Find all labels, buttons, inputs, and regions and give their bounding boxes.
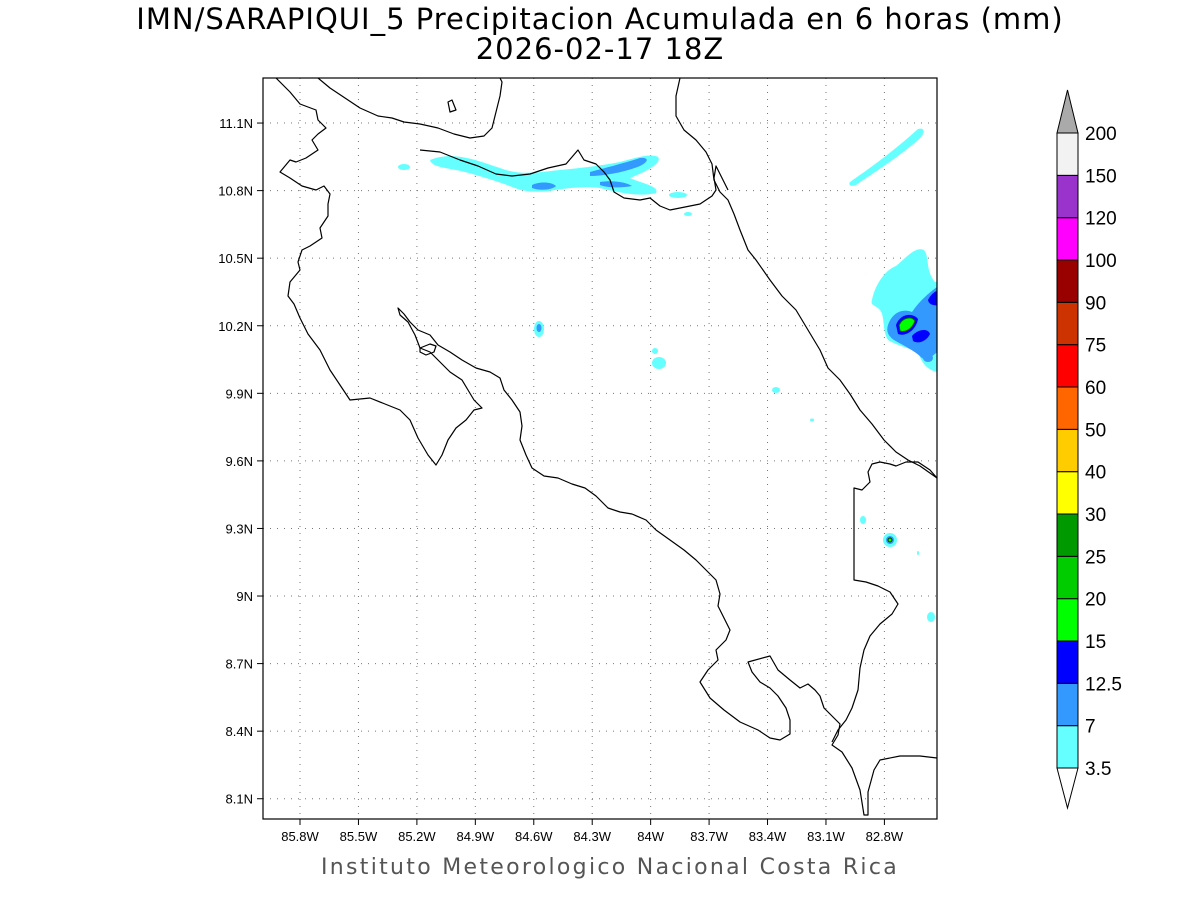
- colorbar-swatch: [1056, 471, 1079, 515]
- y-tick-label: 8.1N: [226, 792, 253, 807]
- lake-nicaragua-shore: [317, 78, 503, 139]
- colorbar-swatch: [1056, 428, 1079, 473]
- x-tick-label: 82.8W: [866, 829, 904, 844]
- colorbar-under-arrow: [1056, 767, 1079, 810]
- y-tick-label: 10.5N: [218, 251, 253, 266]
- colorbar-swatch: [1056, 598, 1079, 642]
- caribbean-coast-north: [675, 78, 937, 479]
- colorbar-label: 100: [1085, 251, 1117, 272]
- colorbar-legend: 3.5 7 12.5 15 20 25 30 40 50 60 75 90 100 120 150 200: [1056, 89, 1122, 810]
- colorbar-swatch: [1056, 386, 1079, 430]
- precip-area-small: [669, 192, 687, 198]
- precip-area-small: [652, 348, 658, 354]
- colorbar-label: 200: [1085, 124, 1117, 145]
- colorbar-swatch: [1056, 301, 1079, 346]
- panama-bocas-coast: [831, 461, 937, 743]
- x-axis: 85.8W 85.5W 85.2W 84.9W 84.6W 84.3W 84W 83.7W 83…: [281, 819, 904, 844]
- precip-area-small: [810, 418, 814, 422]
- y-tick-label: 9.3N: [226, 521, 253, 536]
- x-tick-label: 85.2W: [398, 829, 436, 844]
- map-subtitle-datetime: 2026-02-17 18Z: [475, 32, 725, 66]
- x-tick-label: 83.1W: [807, 829, 845, 844]
- colorbar-label: 90: [1085, 293, 1106, 314]
- colorbar-swatch: [1056, 344, 1079, 388]
- map-frame: [262, 77, 938, 820]
- nicaragua-coastline: [275, 78, 937, 816]
- precip-area-caribbean-coast-heavy-2: [912, 330, 930, 343]
- colorbar-swatch: [1056, 259, 1079, 303]
- precipitation-field: [398, 128, 937, 622]
- precip-area-caribbean-coast-heavy-3: [928, 290, 937, 306]
- x-tick-label: 85.5W: [340, 829, 378, 844]
- colorbar-label: 120: [1085, 209, 1117, 230]
- x-tick-label: 85.8W: [281, 829, 319, 844]
- y-tick-label: 8.4N: [226, 724, 253, 739]
- colorbar-label: 20: [1085, 590, 1106, 611]
- y-tick-label: 10.2N: [218, 319, 253, 334]
- y-tick-label: 11.1N: [219, 116, 253, 131]
- colorbar-swatch: [1056, 132, 1079, 176]
- y-axis: 11.1N 10.8N 10.5N 10.2N 9.9N 9.6N 9.3N 9N 8.7N 8.…: [218, 116, 263, 807]
- x-tick-label: 83.7W: [690, 829, 728, 844]
- map-title: IMN/SARAPIQUI_5 Precipitacion Acumulada …: [136, 2, 1064, 36]
- colorbar-label: 25: [1085, 547, 1106, 568]
- colorbar-label: 30: [1085, 505, 1106, 526]
- precip-area-small: [917, 551, 919, 555]
- y-tick-label: 9.6N: [226, 454, 253, 469]
- precip-area-small: [536, 324, 542, 332]
- lake-island: [447, 99, 457, 113]
- colorbar-swatch: [1056, 217, 1079, 261]
- precip-area-small: [923, 354, 933, 362]
- y-tick-label: 9.9N: [226, 386, 253, 401]
- map-grid: [263, 78, 937, 819]
- colorbar-label: 60: [1085, 378, 1106, 399]
- colorbar-over-arrow: [1056, 89, 1079, 134]
- colorbar-label: 12.5: [1085, 674, 1122, 695]
- y-tick-label: 8.7N: [226, 657, 253, 672]
- x-tick-label: 84.9W: [457, 829, 495, 844]
- y-tick-label: 10.8N: [218, 184, 253, 199]
- colorbar-label: 3.5: [1085, 759, 1111, 780]
- colorbar-swatch: [1056, 513, 1079, 557]
- precip-area-small: [927, 612, 935, 622]
- precip-area-north-band-core-mid: [600, 181, 632, 188]
- precip-area-small: [398, 164, 410, 170]
- precip-area-small: [652, 357, 666, 369]
- colorbar-swatch: [1056, 640, 1079, 684]
- precip-area-caribbean-streak: [849, 128, 924, 186]
- precip-area-small: [860, 516, 866, 524]
- colorbar-swatch: [1056, 725, 1079, 769]
- x-tick-label: 84.6W: [515, 829, 553, 844]
- x-tick-label: 84W: [637, 829, 664, 844]
- precip-area-small: [684, 212, 692, 216]
- gulf-island: [419, 343, 437, 356]
- map-footer-credit: Instituto Meteorologico Nacional Costa R…: [320, 855, 900, 880]
- y-tick-label: 9N: [236, 589, 253, 604]
- colorbar-label: 150: [1085, 166, 1117, 187]
- colorbar-label: 50: [1085, 420, 1106, 441]
- x-tick-label: 83.4W: [749, 829, 787, 844]
- precip-area-caribbean-coast-max: [898, 317, 916, 332]
- precip-area-small: [887, 537, 893, 543]
- colorbar-swatch: [1056, 555, 1079, 600]
- colorbar-swatch: [1056, 682, 1079, 727]
- colorbar-swatch: [1056, 174, 1079, 219]
- coastlines-and-borders: [275, 78, 937, 816]
- x-tick-label: 84.3W: [573, 829, 611, 844]
- colorbar-label: 7: [1085, 717, 1096, 738]
- precip-area-north-band-core-west: [532, 182, 556, 190]
- nicaragua-costa-rica-border: [419, 149, 729, 211]
- precip-area-small: [772, 387, 780, 393]
- colorbar-label: 75: [1085, 336, 1106, 357]
- colorbar-label: 40: [1085, 463, 1106, 484]
- precip-area-small: [894, 285, 902, 295]
- colorbar-label: 15: [1085, 632, 1106, 653]
